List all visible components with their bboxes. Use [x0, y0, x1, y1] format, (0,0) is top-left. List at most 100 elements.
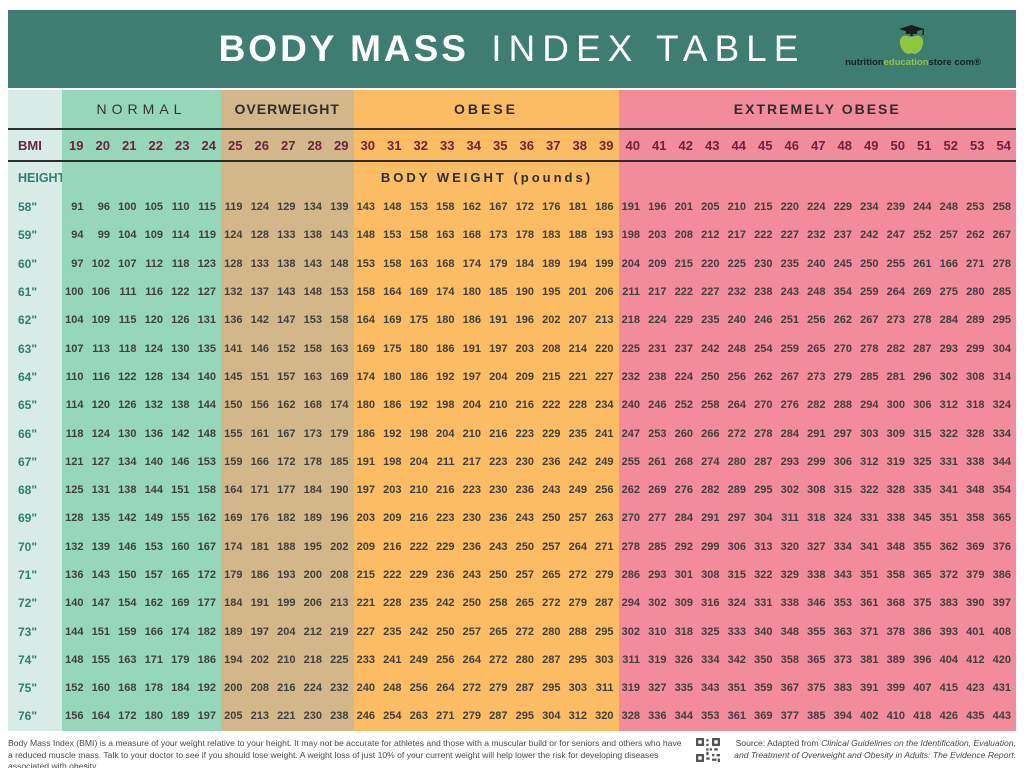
- weight-cell: 216: [274, 674, 301, 703]
- bmi-value: 40: [618, 130, 645, 160]
- band-cell: [62, 162, 89, 193]
- weight-cell: 164: [353, 306, 380, 335]
- band-cell: [115, 162, 142, 193]
- weight-cell: 285: [645, 532, 672, 561]
- weight-cell: 371: [857, 617, 884, 646]
- weight-cell: 343: [698, 674, 725, 703]
- weight-cell: 166: [247, 447, 274, 476]
- weight-cell: 164: [221, 475, 248, 505]
- band-cell: [327, 162, 354, 193]
- weight-cell: 202: [327, 532, 354, 561]
- weight-cells: 91 96 100 105 110 115 119 124 129 134 139 143 148 153…: [62, 193, 1016, 222]
- weight-cell: 203: [380, 475, 407, 505]
- weight-cell: 302: [618, 617, 645, 646]
- weight-cell: 250: [512, 532, 539, 561]
- bmi-table: NORMAL OVERWEIGHT OBESE EXTREMELY OBESE BMI…: [8, 90, 1016, 731]
- weight-cell: 143: [300, 249, 327, 278]
- weight-cell: 218: [618, 306, 645, 335]
- weight-cell: 177: [194, 589, 221, 618]
- weight-cell: 263: [592, 504, 619, 533]
- band-cell: [512, 162, 539, 193]
- weight-cell: 145: [221, 362, 248, 392]
- weight-cell: 358: [883, 560, 910, 590]
- weight-cell: 287: [539, 645, 566, 675]
- weight-cell: 99: [88, 221, 115, 250]
- weight-cell: 293: [645, 560, 672, 590]
- weight-cell: 181: [247, 532, 274, 561]
- weight-cell: 193: [592, 221, 619, 250]
- weight-cell: 285: [857, 362, 884, 392]
- weight-cell: 418: [910, 702, 937, 731]
- weight-cell: 248: [380, 674, 407, 703]
- weight-cell: 223: [433, 504, 460, 533]
- weight-cell: 239: [883, 193, 910, 222]
- weight-cell: 158: [327, 306, 354, 335]
- weight-cell: 334: [989, 419, 1016, 448]
- weight-cell: 124: [88, 419, 115, 448]
- weight-cell: 271: [433, 702, 460, 731]
- weight-cell: 162: [141, 589, 168, 618]
- weight-cell: 153: [300, 306, 327, 335]
- weight-cell: 289: [724, 475, 751, 505]
- weight-cell: 144: [62, 617, 89, 646]
- weight-cell: 235: [698, 306, 725, 335]
- weight-cell: 320: [592, 702, 619, 731]
- bmi-value: 21: [115, 130, 142, 160]
- weight-cell: 211: [618, 277, 645, 307]
- height-label: 76": [8, 702, 62, 731]
- band-cell: [539, 162, 566, 193]
- band-cell: [565, 162, 592, 193]
- weight-cell: 246: [353, 702, 380, 731]
- weight-cell: 222: [671, 277, 698, 307]
- weight-cell: 153: [327, 277, 354, 307]
- weight-cell: 252: [910, 221, 937, 250]
- weight-cell: 163: [406, 249, 433, 278]
- weight-cell: 254: [380, 702, 407, 731]
- weight-cell: 235: [565, 419, 592, 448]
- weight-cell: 346: [804, 589, 831, 618]
- weight-cells: 94 99 104 109 114 119 124 128 133 138 143 148 153 158…: [62, 221, 1016, 250]
- weight-cell: 212: [300, 617, 327, 646]
- weight-cell: 224: [300, 674, 327, 703]
- weight-cell: 248: [804, 277, 831, 307]
- weight-cell: 270: [830, 334, 857, 363]
- band-cell: [433, 162, 460, 193]
- weight-cells: 136 143 150 157 165 172 179 186 193 200 208 215 222 2…: [62, 560, 1016, 590]
- weight-cell: 169: [327, 362, 354, 392]
- weight-cell: 355: [910, 532, 937, 561]
- band-cell: [380, 162, 407, 193]
- weight-cell: 167: [194, 532, 221, 561]
- weight-cell: 318: [671, 617, 698, 646]
- category-header-row: NORMAL OVERWEIGHT OBESE EXTREMELY OBESE: [8, 90, 1016, 128]
- weight-cell: 253: [963, 193, 990, 222]
- weight-cell: 231: [645, 334, 672, 363]
- weight-cell: 223: [486, 447, 513, 476]
- weight-cell: 209: [380, 504, 407, 533]
- category-ow: OVERWEIGHT: [221, 90, 354, 128]
- weight-cell: 194: [221, 645, 248, 675]
- bmi-value: 45: [751, 130, 778, 160]
- bmi-value: 41: [645, 130, 672, 160]
- weight-cell: 271: [592, 532, 619, 561]
- bmi-value: 42: [671, 130, 698, 160]
- weight-cell: 228: [565, 391, 592, 420]
- weight-cell: 355: [804, 617, 831, 646]
- weight-cell: 287: [486, 702, 513, 731]
- weight-cell: 338: [883, 504, 910, 533]
- weight-cell: 236: [512, 475, 539, 505]
- logo-reg-mark: ®: [973, 57, 981, 68]
- weight-cell: 106: [88, 277, 115, 307]
- weight-cell: 110: [62, 362, 89, 392]
- weight-cell: 266: [698, 419, 725, 448]
- weight-cell: 131: [194, 306, 221, 335]
- weight-cell: 176: [247, 504, 274, 533]
- weight-cell: 244: [910, 193, 937, 222]
- weight-cell: 247: [883, 221, 910, 250]
- weight-cell: 128: [62, 504, 89, 533]
- weight-cell: 295: [751, 475, 778, 505]
- bmi-value: 49: [857, 130, 884, 160]
- weight-cell: 199: [592, 249, 619, 278]
- weight-cell: 179: [486, 249, 513, 278]
- weight-cell: 124: [141, 334, 168, 363]
- weight-cell: 263: [406, 702, 433, 731]
